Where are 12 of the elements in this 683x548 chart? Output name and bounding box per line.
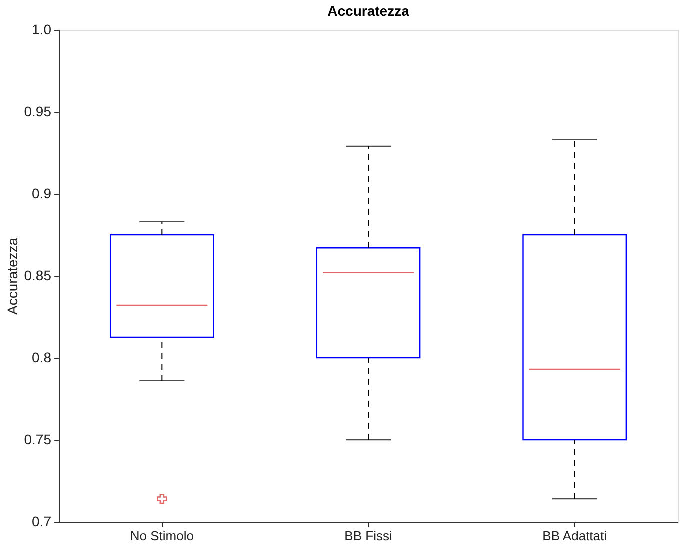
y-tick-label: 0.7 <box>32 514 52 530</box>
chart-title: Accuratezza <box>328 3 410 19</box>
y-tick-label: 0.9 <box>32 186 52 202</box>
x-tick-label: BB Adattati <box>542 528 608 544</box>
x-tick-label: No Stimolo <box>130 528 194 544</box>
y-tick-label: 0.75 <box>24 432 52 448</box>
y-tick-label: 0.95 <box>24 104 52 120</box>
y-tick-label: 0.8 <box>32 350 52 366</box>
y-tick-label: 0.85 <box>24 268 52 284</box>
x-tick-label: BB Fissi <box>344 528 392 544</box>
y-axis-title: Accuratezza <box>4 238 20 316</box>
y-tick-label: 1.0 <box>32 22 52 38</box>
